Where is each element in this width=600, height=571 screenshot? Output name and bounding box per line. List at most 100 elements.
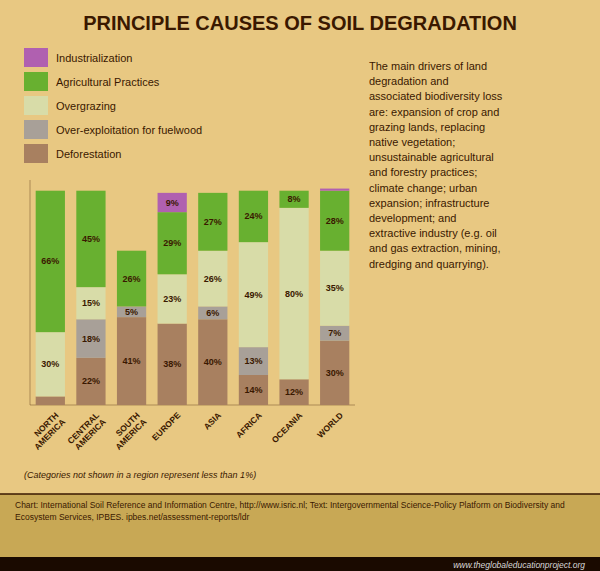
background bbox=[0, 0, 600, 571]
legend-swatch bbox=[24, 72, 48, 91]
legend-swatch bbox=[24, 120, 48, 139]
data-label: 80% bbox=[285, 289, 303, 299]
x-tick-label: WORLD bbox=[315, 410, 345, 440]
legend-label: Industrialization bbox=[56, 52, 132, 64]
x-tick-label: OCEANIA bbox=[269, 410, 304, 445]
bar-segment bbox=[76, 191, 105, 287]
bar-segment bbox=[198, 251, 227, 307]
data-label: 45% bbox=[82, 234, 100, 244]
bottom-bar bbox=[0, 557, 600, 571]
bar-segment bbox=[117, 251, 146, 307]
legend-swatch bbox=[24, 96, 48, 115]
data-label: 5% bbox=[125, 307, 138, 317]
data-label: 22% bbox=[82, 376, 100, 386]
data-label: 7% bbox=[328, 328, 341, 338]
side-text-line: and gas extraction, mining, bbox=[369, 242, 500, 254]
bar-segment bbox=[158, 324, 187, 405]
data-label: 8% bbox=[288, 194, 301, 204]
data-label: 49% bbox=[244, 290, 262, 300]
side-text-line: unsustainable agricultural bbox=[369, 151, 494, 163]
title: PRINCIPLE CAUSES OF SOIL DEGRADATION bbox=[83, 12, 517, 34]
x-tick-label-line: AMERICA bbox=[32, 417, 67, 452]
x-tick-label: SOUTHAMERICA bbox=[107, 410, 149, 452]
bar-segment bbox=[158, 193, 187, 212]
footnote: (Categories not shown in a region repres… bbox=[24, 470, 256, 480]
bar-segment bbox=[279, 379, 308, 405]
data-label: 18% bbox=[82, 334, 100, 344]
side-text-line: expansion; infrastructure bbox=[369, 197, 489, 209]
bars bbox=[36, 189, 350, 405]
bar-segment bbox=[279, 208, 308, 379]
bar-segment bbox=[320, 251, 349, 326]
website: www.theglobaleducationproject.org bbox=[453, 560, 585, 570]
footer-text-line: Chart: International Soil Reference and … bbox=[15, 500, 565, 510]
bar-segment bbox=[239, 191, 268, 242]
side-text-line: are: expansion of crop and bbox=[369, 106, 499, 118]
x-tick-label-line: EUROPE bbox=[150, 410, 183, 443]
legend: Industrialization Agricultural Practices O… bbox=[24, 48, 202, 163]
footer-rule bbox=[0, 493, 600, 495]
side-text-line: grazing lands, replacing bbox=[369, 121, 485, 133]
data-label: 38% bbox=[163, 359, 181, 369]
bar-segment bbox=[117, 306, 146, 317]
data-label: 24% bbox=[244, 211, 262, 221]
data-label: 26% bbox=[123, 274, 141, 284]
data-label: 23% bbox=[163, 294, 181, 304]
bar-segment bbox=[36, 332, 65, 396]
legend-label: Agricultural Practices bbox=[56, 76, 160, 88]
bar-segment bbox=[239, 375, 268, 405]
data-label: 35% bbox=[326, 283, 344, 293]
side-text-line: native vegetation; bbox=[369, 136, 455, 148]
bar-segment bbox=[158, 212, 187, 274]
side-text-line: climate change; urban bbox=[369, 182, 477, 194]
bar-segment bbox=[239, 347, 268, 375]
side-text-line: dredging and quarrying). bbox=[369, 258, 489, 270]
bar-segment bbox=[158, 274, 187, 323]
side-text-line: associated biodiversity loss bbox=[369, 90, 503, 102]
x-tick-labels: NORTHAMERICACENTRALAMERICASOUTHAMERICAEU… bbox=[25, 410, 344, 453]
data-label: 26% bbox=[204, 274, 222, 284]
bar-segment bbox=[198, 192, 227, 193]
x-tick-label-line: WORLD bbox=[315, 410, 345, 440]
data-label: 15% bbox=[82, 298, 100, 308]
data-labels: 22%41%38%40%14%12%30%18%5%6%13%7%30%15%2… bbox=[41, 194, 343, 397]
footer-text-line: Ecosystem Services, IPBES. ipbes.net/ass… bbox=[15, 512, 249, 522]
x-tick-label: ASIA bbox=[202, 410, 223, 431]
data-label: 66% bbox=[41, 256, 59, 266]
bar-segment bbox=[117, 317, 146, 405]
x-tick-label: CENTRALAMERICA bbox=[65, 410, 107, 452]
bar-segment bbox=[279, 191, 308, 208]
x-tick-label-line: AMERICA bbox=[73, 417, 108, 452]
bar-segment bbox=[320, 341, 349, 405]
side-text-line: degradation and bbox=[369, 75, 449, 87]
x-tick-label-line: ASIA bbox=[202, 410, 223, 431]
data-label: 40% bbox=[204, 357, 222, 367]
footer-band bbox=[0, 494, 600, 571]
bar-segment bbox=[320, 191, 349, 251]
data-label: 28% bbox=[326, 216, 344, 226]
data-label: 29% bbox=[163, 238, 181, 248]
bar-segment bbox=[239, 190, 268, 191]
side-text-line: and forestry practices; bbox=[369, 166, 477, 178]
x-tick-label: NORTHAMERICA bbox=[25, 410, 67, 452]
side-text-line: development; and bbox=[369, 212, 456, 224]
data-label: 13% bbox=[244, 356, 262, 366]
bar-segment bbox=[117, 250, 146, 251]
side-text: The main drivers of land degradation and a… bbox=[369, 60, 503, 270]
legend-label: Overgrazing bbox=[56, 100, 116, 112]
side-text-line: The main drivers of land bbox=[369, 60, 487, 72]
x-tick-label-line: AMERICA bbox=[113, 417, 148, 452]
legend-swatch bbox=[24, 144, 48, 163]
chart: PRINCIPLE CAUSES OF SOIL DEGRADATION Indu… bbox=[0, 0, 600, 571]
bar-segment bbox=[279, 190, 308, 191]
side-text-line: extractive industry (e.g. oil bbox=[369, 227, 497, 239]
bar-segment bbox=[198, 193, 227, 251]
x-tick-label: AFRICA bbox=[234, 410, 264, 440]
data-label: 12% bbox=[285, 387, 303, 397]
bar-segment bbox=[198, 319, 227, 405]
bar-segment bbox=[36, 190, 65, 191]
bar-segment bbox=[36, 191, 65, 332]
legend-label: Over-exploitation for fuelwood bbox=[56, 124, 202, 136]
legend-swatch bbox=[24, 48, 48, 67]
legend-label: Deforestation bbox=[56, 148, 121, 160]
